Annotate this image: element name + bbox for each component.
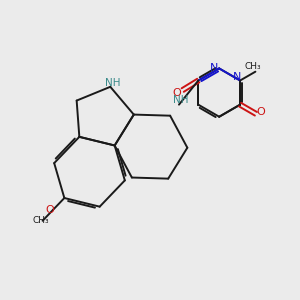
Text: O: O	[172, 88, 181, 98]
Text: N: N	[210, 63, 218, 74]
Text: NH: NH	[105, 78, 120, 88]
Text: O: O	[256, 107, 265, 117]
Text: NH: NH	[173, 95, 188, 105]
Text: O: O	[46, 205, 55, 215]
Text: CH₃: CH₃	[245, 62, 261, 71]
Text: CH₃: CH₃	[33, 216, 50, 225]
Text: N: N	[232, 72, 241, 82]
